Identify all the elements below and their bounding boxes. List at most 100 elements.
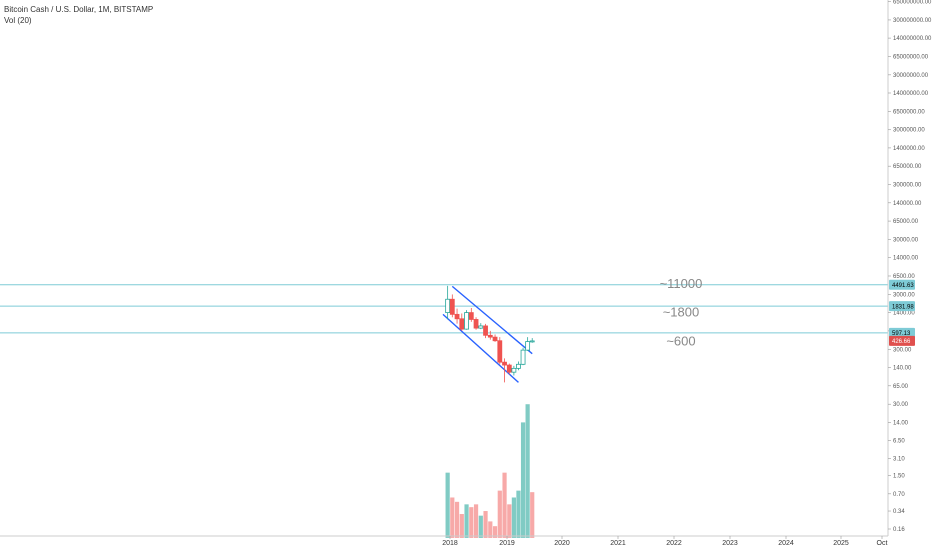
y-tick-label: 30000.00: [893, 238, 919, 244]
y-tick-label: 30000000.00: [893, 73, 929, 79]
level-badge: 1831.98: [889, 301, 915, 312]
y-tick-label: 6500.00: [893, 274, 915, 280]
candle[interactable]: [487, 330, 493, 340]
candle-body: [506, 364, 512, 373]
candles: [445, 285, 535, 383]
current-price-badge-label: 426.66: [892, 339, 911, 345]
y-tick-label: 6.50: [893, 439, 905, 445]
candle[interactable]: [449, 294, 455, 318]
candle[interactable]: [492, 334, 498, 342]
x-tick-label: 2019: [499, 540, 515, 547]
candle-body: [449, 298, 455, 315]
volume-bar: [516, 490, 521, 538]
candle[interactable]: [506, 363, 512, 375]
y-tick-label: 3000000.00: [893, 128, 925, 134]
candle-body: [478, 325, 484, 329]
candle[interactable]: [525, 337, 531, 351]
volume-bar: [483, 511, 488, 538]
current-price-badge-bg: [889, 335, 915, 346]
current-price-badge: 426.66: [889, 335, 915, 346]
candle-body: [487, 334, 493, 338]
x-tick-label: 2021: [610, 540, 626, 547]
volume-bar: [497, 490, 502, 538]
candle-body: [464, 312, 469, 330]
candle[interactable]: [511, 365, 517, 376]
candle[interactable]: [516, 361, 521, 371]
y-tick-label: 3000.00: [893, 292, 915, 298]
volume-bar: [473, 504, 479, 538]
candle[interactable]: [529, 338, 535, 343]
candle-body: [525, 341, 531, 351]
volume-bar: [520, 422, 526, 538]
annotation-text[interactable]: ~1800: [663, 304, 700, 319]
x-tick-label: Oct: [877, 540, 888, 547]
candle-body: [492, 336, 498, 342]
candle[interactable]: [454, 308, 460, 324]
y-tick-label: 1400.00: [893, 311, 915, 317]
y-tick-label: 6500000.00: [893, 109, 925, 115]
candle-body: [468, 312, 474, 320]
volume-bar: [507, 504, 512, 538]
candle-body: [473, 319, 479, 329]
horizontal-levels: [0, 284, 888, 334]
price-badges: 4491.63 1831.98 597.13 426.66: [889, 279, 915, 346]
candle[interactable]: [502, 358, 507, 383]
x-tick-label: 2024: [778, 540, 794, 547]
annotation-text[interactable]: ~600: [666, 334, 695, 349]
volume-bar: [488, 521, 493, 538]
candle-body: [454, 313, 460, 320]
y-tick-label: 0.70: [893, 492, 905, 498]
candle[interactable]: [478, 323, 484, 330]
descending-channel: [442, 285, 533, 383]
time-axis: 2018 2019 2020 2021 2022 2023 2024 2025 Oct: [442, 536, 887, 547]
y-tick-label: 14000.00: [893, 256, 919, 262]
y-tick-label: 1.50: [893, 474, 905, 480]
y-tick-label: 300.00: [893, 347, 912, 353]
level-badge: 597.13: [889, 327, 915, 338]
y-tick-label: 650000000.00: [893, 0, 932, 6]
candle[interactable]: [520, 347, 526, 366]
candle[interactable]: [483, 323, 488, 339]
candle[interactable]: [468, 307, 474, 322]
candle[interactable]: [473, 317, 479, 330]
x-tick-label: 2020: [554, 540, 570, 547]
chart-title: Bitcoin Cash / U.S. Dollar, 1M, BITSTAMP: [4, 5, 154, 14]
x-tick-label: 2025: [833, 540, 849, 547]
candle[interactable]: [497, 337, 503, 365]
y-tick-label: 0.34: [893, 509, 905, 515]
y-tick-label: 140000000.00: [893, 36, 932, 42]
volume-bar: [445, 472, 450, 538]
volume-bar: [454, 501, 460, 538]
volume-bar: [511, 497, 516, 538]
x-tick-label: 2023: [722, 540, 738, 547]
candle[interactable]: [459, 313, 465, 331]
volume-bar: [478, 515, 483, 538]
volume-bars: [445, 404, 535, 538]
level-badge: 4491.63: [889, 279, 915, 290]
y-tick-label: 65000000.00: [893, 54, 929, 60]
channel-upper-line[interactable]: [451, 285, 533, 355]
level-badge-label: 1831.98: [892, 304, 914, 310]
y-tick-label: 14.00: [893, 420, 909, 426]
volume-bar: [464, 504, 469, 538]
candle-body: [516, 363, 521, 369]
x-tick-label: 2022: [666, 540, 682, 547]
candle-body: [511, 367, 517, 373]
annotation-text[interactable]: ~11000: [660, 276, 703, 291]
candle[interactable]: [464, 310, 469, 330]
candle-body: [459, 318, 465, 330]
y-tick-label: 65000.00: [893, 219, 919, 225]
y-tick-label: 0.16: [893, 527, 905, 533]
volume-indicator-label[interactable]: Vol (20): [4, 16, 32, 25]
candle[interactable]: [445, 285, 451, 320]
volume-bar: [459, 514, 464, 538]
y-tick-label: 300000000.00: [893, 18, 932, 24]
level-badge-bg: [889, 279, 915, 290]
level-badge-label: 597.13: [892, 331, 911, 337]
volume-bar: [450, 497, 455, 538]
channel-lower-line[interactable]: [442, 313, 519, 383]
candle-body: [497, 340, 503, 363]
price-axis: 650000000.00 300000000.00 140000000.00 6500…: [888, 0, 932, 533]
volume-bar: [469, 507, 474, 538]
